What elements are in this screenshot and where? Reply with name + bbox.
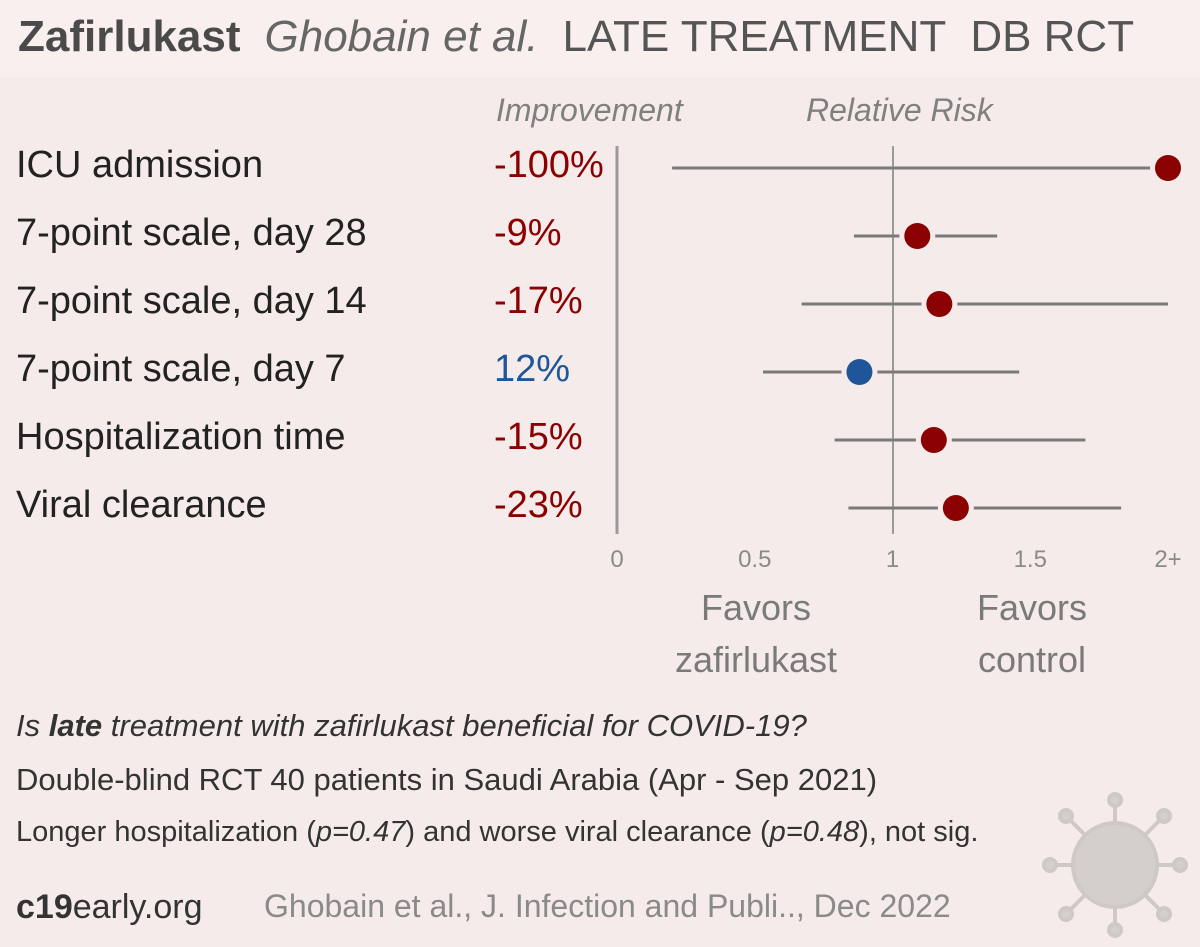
point-estimate (926, 291, 953, 317)
result-part-b: ) and worse viral clearance ( (405, 816, 770, 848)
improvement-value: -9% (494, 212, 562, 254)
x-tick-label: 1 (886, 546, 899, 573)
virus-icon (1042, 792, 1188, 938)
drug-name: Zafirlukast (18, 12, 241, 61)
site-link[interactable]: c19early.org (16, 888, 203, 927)
improvement-column-header: Improvement (496, 92, 683, 128)
point-estimate (846, 359, 873, 385)
improvement-value: -15% (494, 416, 583, 458)
favors-control-line1: Favors (976, 587, 1088, 628)
forest-plot: 0 0.5 1 1.5 2+ (610, 146, 1182, 573)
point-estimate (1155, 155, 1181, 181)
study-design: DB RCT (970, 12, 1135, 61)
result-part-c: ), not sig. (859, 816, 979, 848)
x-tick-label: 0.5 (738, 546, 771, 573)
site-name-rest: early.org (72, 888, 203, 926)
point-estimate (942, 495, 969, 521)
result-part-a: Longer hospitalization ( (16, 816, 316, 848)
relative-risk-column-header: Relative Risk (806, 92, 993, 128)
result-p-value-2: p=0.48 (769, 816, 860, 848)
outcome-label: ICU admission (16, 144, 264, 186)
title-bar: Zafirlukast Ghobain et al. LATE TREATMENT D… (0, 0, 1200, 78)
improvement-value: -100% (494, 144, 604, 186)
x-tick-label: 1.5 (1014, 546, 1047, 573)
x-tick-label: 2+ (1154, 546, 1181, 573)
treatment-stage: LATE TREATMENT (562, 12, 947, 61)
outcome-label: Hospitalization time (16, 416, 346, 458)
favors-treatment-line2: zafirlukast (674, 639, 838, 680)
question-emphasis: late (48, 708, 103, 743)
outcome-label: 7-point scale, day 7 (16, 348, 346, 390)
question-prefix: Is (16, 708, 49, 743)
favors-treatment-label: Favors zafirlukast (626, 582, 886, 686)
author-name: Ghobain et al. (264, 12, 539, 61)
outcome-label: Viral clearance (16, 484, 267, 526)
question-suffix: treatment with zafirlukast beneficial fo… (102, 708, 807, 743)
study-description: Double-blind RCT 40 patients in Saudi Ar… (16, 762, 878, 797)
site-name-bold: c19 (16, 888, 73, 926)
improvement-value: 12% (494, 348, 571, 390)
improvement-value: -23% (494, 484, 583, 526)
page-title: Zafirlukast Ghobain et al. LATE TREATMENT D… (18, 12, 1134, 62)
improvement-value: -17% (494, 280, 583, 322)
point-estimate (920, 427, 947, 453)
x-tick-label: 0 (610, 546, 623, 573)
study-question: Is late treatment with zafirlukast benef… (16, 708, 807, 744)
result-p-value-1: p=0.47 (315, 816, 406, 848)
favors-control-label: Favors control (902, 582, 1162, 686)
citation: Ghobain et al., J. Infection and Publi..… (264, 888, 951, 924)
outcome-label: 7-point scale, day 28 (16, 212, 367, 254)
favors-treatment-line1: Favors (700, 587, 812, 628)
outcome-label: 7-point scale, day 14 (16, 280, 367, 322)
favors-control-line2: control (977, 639, 1087, 680)
point-estimate (904, 223, 931, 249)
study-result: Longer hospitalization (p=0.47) and wors… (16, 816, 978, 849)
